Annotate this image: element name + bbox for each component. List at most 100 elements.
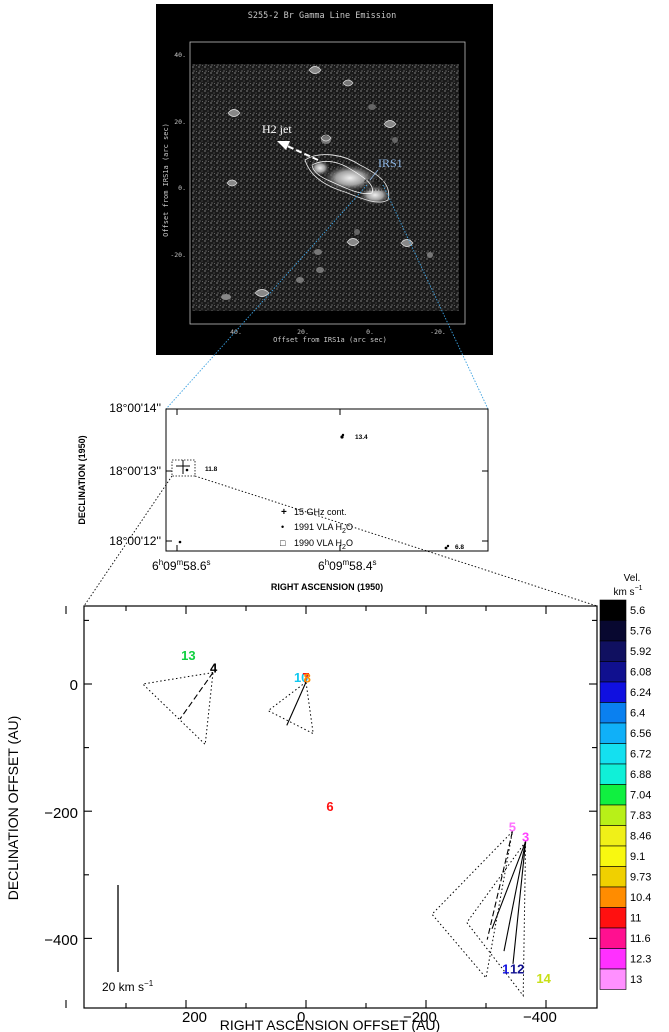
spot-map-axes bbox=[83, 605, 598, 1009]
middle-ytick-2: 18°00'13'' bbox=[109, 464, 161, 478]
proper-motion-vector-4 bbox=[491, 841, 527, 930]
legend-symbol-dot: • bbox=[281, 522, 284, 532]
legend-text-square: 1990 VLA H2O bbox=[294, 538, 353, 551]
spot-label-8: 8 bbox=[304, 671, 311, 686]
middle-ytick-1: 18°00'14'' bbox=[109, 401, 161, 415]
x-tick-label-200: 200 bbox=[182, 1009, 207, 1026]
spot-label-1: 1 bbox=[502, 961, 509, 976]
uncertainty-cone-2 bbox=[267, 681, 314, 735]
y-tick-label-m400: −400 bbox=[44, 932, 78, 949]
zoom-connector-bottom-right bbox=[194, 475, 598, 607]
colorbar-swatch-8.46 bbox=[599, 825, 627, 847]
colorbar-swatch-11 bbox=[599, 907, 627, 929]
spot-map-xlabel: RIGHT ASCENSION OFFSET (AU) bbox=[220, 1017, 440, 1032]
colorbar-units: km s−1 bbox=[613, 585, 642, 598]
middle-xtick-2: 6h09m58.4s bbox=[318, 558, 377, 573]
maser-spot-11-8 bbox=[185, 468, 189, 472]
image-xtick-4: -20. bbox=[430, 328, 446, 336]
spot-label-4: 4 bbox=[210, 661, 218, 676]
bry-image-panel: S255-2 Br Gamma Line Emission bbox=[156, 4, 493, 355]
spot-label-3: 3 bbox=[522, 830, 529, 845]
middle-legend: + 15 GHz cont. • 1991 VLA H2O □ 1990 VLA… bbox=[280, 507, 353, 551]
image-ytick-4: -20. bbox=[170, 251, 186, 259]
spot-label-6: 6 bbox=[326, 799, 333, 814]
colorbar-swatch-6.88 bbox=[599, 763, 627, 785]
y-tick-label-m200: −200 bbox=[44, 805, 78, 822]
image-xtick-3: 0. bbox=[366, 328, 374, 336]
spot-map-panel: 200 0 −200 −400 0 −200 −400 RIGHT ASCENS… bbox=[5, 605, 598, 1032]
image-title: S255-2 Br Gamma Line Emission bbox=[248, 11, 396, 21]
maser-spot-6-8 bbox=[444, 544, 450, 550]
colorbar-swatch-6.08 bbox=[599, 661, 627, 683]
colorbar-swatch-12.3 bbox=[599, 948, 627, 970]
y-tick-label-0: 0 bbox=[70, 677, 78, 694]
x-tick-label-m400: −400 bbox=[523, 1009, 557, 1026]
spot-label-10: 10 bbox=[294, 670, 308, 685]
maser-spot-lower-left bbox=[178, 540, 182, 544]
spot-map-ylabel: DECLINATION OFFSET (AU) bbox=[5, 716, 21, 901]
irs1-zoom-box bbox=[364, 179, 384, 191]
proper-motion-vector-2 bbox=[286, 681, 307, 726]
colorbar-label-10.4: 10.4 bbox=[630, 892, 651, 904]
h2-jet-label: H2 jet bbox=[262, 122, 292, 136]
colorbar-swatch-6.4 bbox=[599, 702, 627, 724]
maser-label-13-4: 13.4 bbox=[355, 434, 368, 441]
colorbar-swatch-5.92 bbox=[599, 640, 627, 662]
spot-label-5: 5 bbox=[509, 820, 516, 835]
colorbar-swatch-7.04 bbox=[599, 784, 627, 806]
colorbar-swatch-6.56 bbox=[599, 722, 627, 744]
middle-ytick-3: 18°00'12'' bbox=[109, 534, 161, 548]
h2-jet-arrow bbox=[277, 141, 319, 161]
colorbar-swatch-11.6 bbox=[599, 927, 627, 949]
zoom-box-middle bbox=[171, 459, 196, 477]
image-xtick-1: 40. bbox=[230, 328, 242, 336]
colorbar-label-7.83: 7.83 bbox=[630, 810, 651, 822]
colorbar-label-11.6: 11.6 bbox=[630, 933, 651, 945]
x-tick-label-0: 0 bbox=[297, 1009, 305, 1026]
vector-group bbox=[179, 672, 527, 964]
middle-xlabel: RIGHT ASCENSION (1950) bbox=[271, 582, 383, 592]
legend-text-cross: 15 GHz cont. bbox=[294, 507, 347, 517]
colorbar-label-8.46: 8.46 bbox=[630, 831, 651, 843]
image-ylabel: Offset from IRS1a (arc sec) bbox=[162, 123, 170, 237]
proper-motion-vector-5 bbox=[503, 841, 527, 952]
zoom-connector-right bbox=[382, 184, 489, 410]
image-ytick-3: 0. bbox=[178, 184, 186, 192]
maser-label-11-8: 11.8 bbox=[205, 466, 218, 473]
colorbar-label-5.6: 5.6 bbox=[630, 605, 645, 617]
velocity-scale-label: 20 km s−1 bbox=[102, 979, 154, 994]
uncertainty-cone-3 bbox=[431, 830, 514, 979]
velocity-colorbar: Vel. km s−1 5.6 5.76 5.92 6.08 6.24 6.4 6.56 6.… bbox=[599, 573, 651, 990]
proper-motion-vector-3 bbox=[486, 831, 513, 940]
colorbar-swatch-6.24 bbox=[599, 681, 627, 703]
colorbar-swatch-9.73 bbox=[599, 866, 627, 888]
x-axis-ticks bbox=[65, 606, 547, 1008]
y-axis-ticks bbox=[84, 619, 597, 939]
colorbar-swatch-10.4 bbox=[599, 886, 627, 908]
image-xtick-2: 20. bbox=[297, 328, 309, 336]
colorbar-swatch-7.83 bbox=[599, 804, 627, 826]
cone-group bbox=[141, 671, 527, 998]
continuum-cross bbox=[176, 460, 190, 474]
colorbar-swatch-9.1 bbox=[599, 845, 627, 867]
uncertainty-cone-1 bbox=[141, 671, 214, 746]
colorbar-swatch-5.76 bbox=[599, 620, 627, 642]
maser-position-panel: 18°00'14'' 18°00'13'' 18°00'12'' DECLINA… bbox=[77, 401, 489, 592]
x-tick-label-m200: −200 bbox=[403, 1009, 437, 1026]
middle-axes bbox=[165, 408, 489, 552]
zoom-connector-bottom-left bbox=[83, 475, 173, 607]
colorbar-title: Vel. bbox=[624, 573, 641, 584]
colorbar-swatch-6.72 bbox=[599, 743, 627, 765]
proper-motion-vector-6 bbox=[512, 841, 527, 964]
colorbar-label-5.92: 5.92 bbox=[630, 646, 651, 658]
maser-label-6-8: 6.8 bbox=[455, 544, 464, 551]
spot-label-7: 7 bbox=[302, 670, 309, 685]
colorbar-label-6.4: 6.4 bbox=[630, 708, 645, 720]
colorbar-swatch-5.6 bbox=[599, 599, 627, 621]
legend-symbol-square: □ bbox=[280, 538, 286, 548]
colorbar-label-5.76: 5.76 bbox=[630, 626, 651, 638]
colorbar-swatch-13 bbox=[599, 968, 627, 990]
middle-ylabel: DECLINATION (1950) bbox=[77, 435, 87, 524]
